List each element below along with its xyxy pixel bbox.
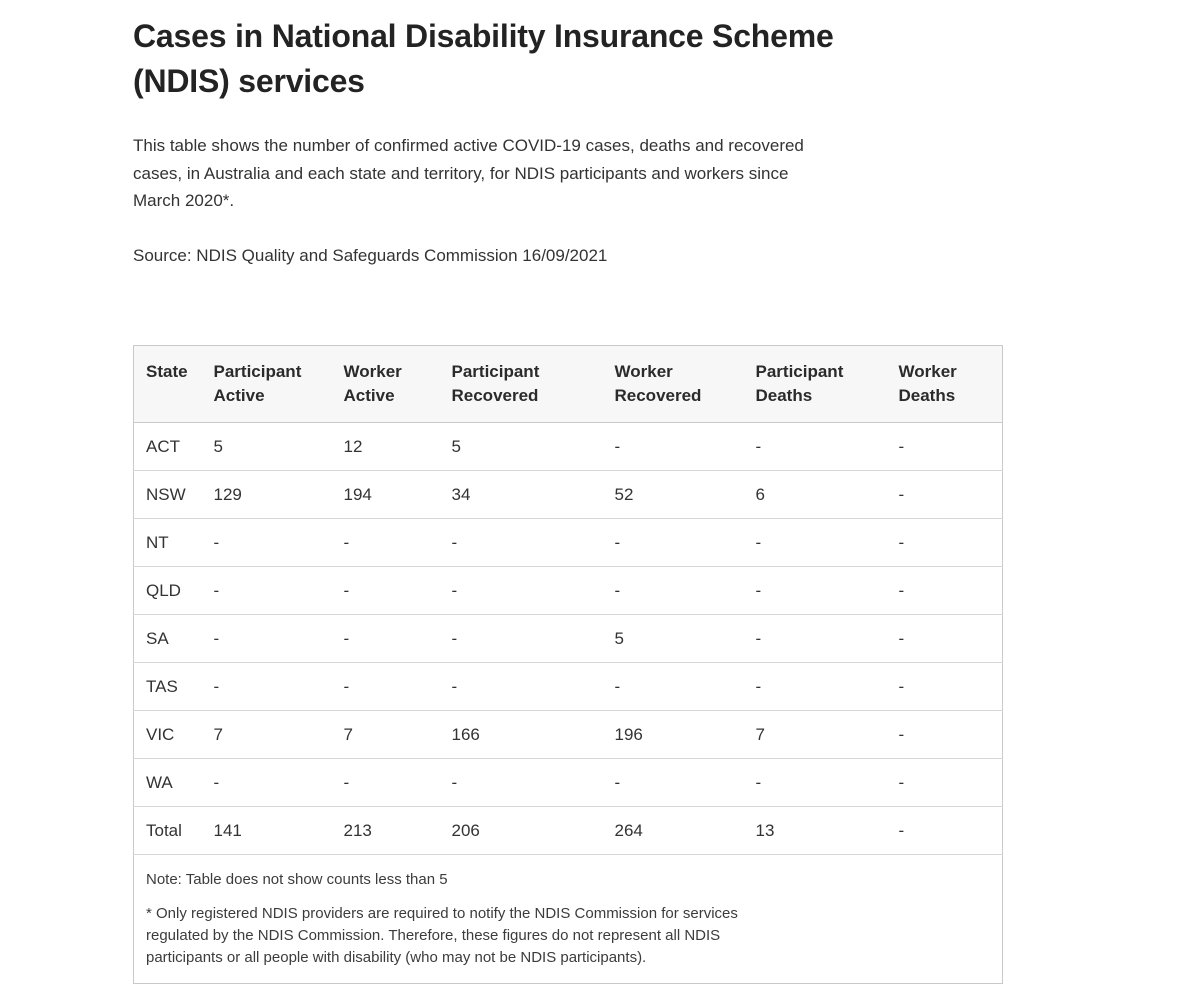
table-cell: - <box>201 517 332 566</box>
table-cell: - <box>886 421 1003 470</box>
table-cell: - <box>439 661 603 710</box>
table-cell: - <box>331 661 440 710</box>
table-header: State Participant Active Worker Active P… <box>133 345 1003 423</box>
table-footnote: * Only registered NDIS providers are req… <box>146 904 738 966</box>
table-cell: 5 <box>439 421 603 470</box>
table-cell: - <box>886 709 1003 758</box>
state-label: NSW <box>133 469 202 518</box>
table-cell: - <box>602 421 744 470</box>
state-label: ACT <box>133 421 202 470</box>
table-cell: - <box>331 613 440 662</box>
table-cell: - <box>331 517 440 566</box>
table-cell: - <box>602 565 744 614</box>
table-cell: - <box>439 517 603 566</box>
column-header-participant-recovered: Participant Recovered <box>439 345 603 423</box>
table-cell: 166 <box>439 709 603 758</box>
table-cell: - <box>886 469 1003 518</box>
table-cell: - <box>886 805 1003 854</box>
table-row-nsw: NSW 129 194 34 52 6 - <box>133 469 1003 518</box>
table-cell: - <box>439 613 603 662</box>
ndis-cases-table: State Participant Active Worker Active P… <box>133 344 1003 984</box>
table-cell: - <box>886 661 1003 710</box>
table-cell: - <box>743 565 887 614</box>
table-cell: - <box>201 565 332 614</box>
column-header-participant-deaths: Participant Deaths <box>743 345 887 423</box>
column-header-worker-active: Worker Active <box>331 345 440 423</box>
column-header-worker-recovered: Worker Recovered <box>602 345 744 423</box>
table-cell: 196 <box>602 709 744 758</box>
table-cell: - <box>602 661 744 710</box>
table-cell: 5 <box>201 421 332 470</box>
header-row: State Participant Active Worker Active P… <box>133 345 1003 423</box>
table-cell: 13 <box>743 805 887 854</box>
table-cell: - <box>201 757 332 806</box>
state-label: TAS <box>133 661 202 710</box>
table-cell: 34 <box>439 469 603 518</box>
table-cell: 7 <box>743 709 887 758</box>
column-header-participant-active: Participant Active <box>201 345 332 423</box>
state-label: SA <box>133 613 202 662</box>
table-cell: 129 <box>201 469 332 518</box>
column-header-worker-deaths: Worker Deaths <box>886 345 1003 423</box>
table-cell: 7 <box>331 709 440 758</box>
table-cell: - <box>331 757 440 806</box>
table-row-wa: WA - - - - - - <box>133 757 1003 806</box>
table-cell: 12 <box>331 421 440 470</box>
column-header-state: State <box>133 345 202 423</box>
table-cell: - <box>743 757 887 806</box>
table-row-nt: NT - - - - - - <box>133 517 1003 566</box>
table-row-act: ACT 5 12 5 - - - <box>133 421 1003 470</box>
content-container: Cases in National Disability Insurance S… <box>133 0 1003 984</box>
table-row-tas: TAS - - - - - - <box>133 661 1003 710</box>
footer-row: Note: Table does not show counts less th… <box>133 853 1003 983</box>
state-label: WA <box>133 757 202 806</box>
table-cell: - <box>201 613 332 662</box>
table-cell: 194 <box>331 469 440 518</box>
source-line: Source: NDIS Quality and Safeguards Comm… <box>133 245 608 265</box>
table-cell: - <box>201 661 332 710</box>
table-footer: Note: Table does not show counts less th… <box>133 853 1003 983</box>
table-cell: 141 <box>201 805 332 854</box>
table-cell: - <box>743 613 887 662</box>
table-cell: - <box>886 565 1003 614</box>
page-description: This table shows the number of confirmed… <box>133 136 804 210</box>
table-row-sa: SA - - - 5 - - <box>133 613 1003 662</box>
table-row-qld: QLD - - - - - - <box>133 565 1003 614</box>
table-cell: 5 <box>602 613 744 662</box>
table-cell: - <box>331 565 440 614</box>
table-notes-cell: Note: Table does not show counts less th… <box>133 853 1003 983</box>
state-label: QLD <box>133 565 202 614</box>
table-cell: 7 <box>201 709 332 758</box>
table-cell: - <box>439 565 603 614</box>
table-cell: 6 <box>743 469 887 518</box>
state-label: NT <box>133 517 202 566</box>
table-cell: - <box>886 613 1003 662</box>
table-row-total: Total 141 213 206 264 13 - <box>133 805 1003 854</box>
table-cell: - <box>886 517 1003 566</box>
table-body: ACT 5 12 5 - - - NSW 129 194 34 52 6 - <box>133 421 1003 854</box>
table-cell: 264 <box>602 805 744 854</box>
table-note: Note: Table does not show counts less th… <box>146 870 448 888</box>
state-label: VIC <box>133 709 202 758</box>
table-cell: - <box>602 517 744 566</box>
table-cell: - <box>886 757 1003 806</box>
table-cell: 52 <box>602 469 744 518</box>
table-cell: - <box>743 421 887 470</box>
table-cell: - <box>743 517 887 566</box>
table-cell: - <box>602 757 744 806</box>
state-label: Total <box>133 805 202 854</box>
table-row-vic: VIC 7 7 166 196 7 - <box>133 709 1003 758</box>
table-cell: 213 <box>331 805 440 854</box>
table-cell: 206 <box>439 805 603 854</box>
table-cell: - <box>439 757 603 806</box>
table-cell: - <box>743 661 887 710</box>
page-title: Cases in National Disability Insurance S… <box>133 18 834 99</box>
